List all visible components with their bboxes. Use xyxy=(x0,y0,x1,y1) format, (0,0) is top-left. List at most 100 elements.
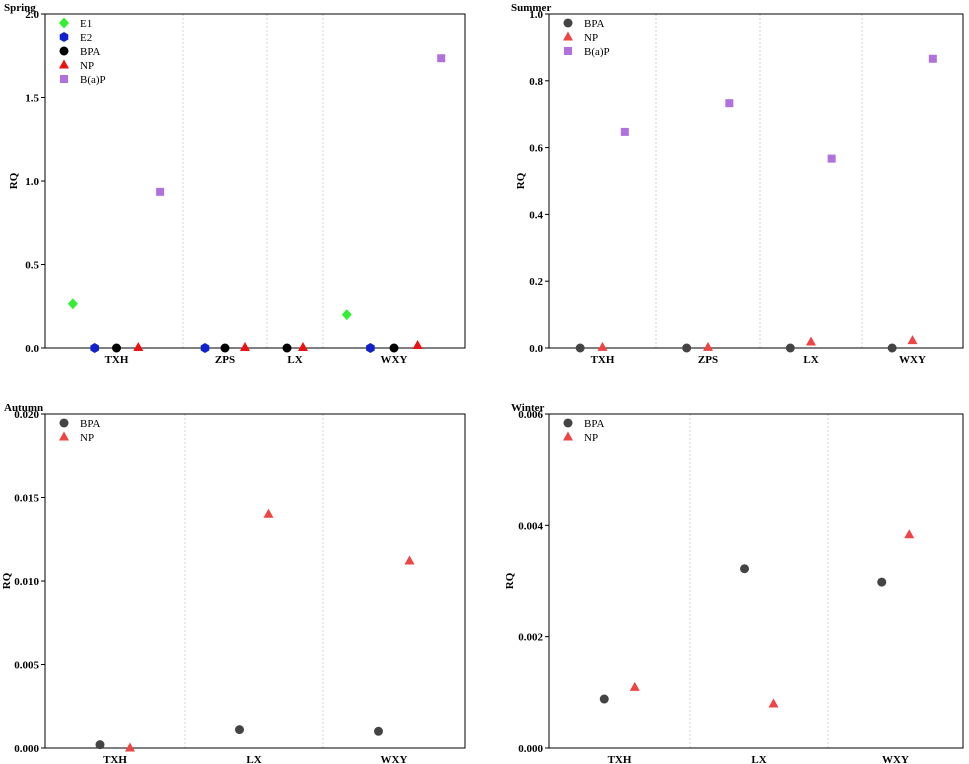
data-point-e1 xyxy=(341,309,352,321)
y-axis-label: RQ xyxy=(515,172,527,189)
y-tick-label: 1.0 xyxy=(529,9,543,21)
legend-marker-np xyxy=(59,431,69,441)
plot-frame xyxy=(548,13,964,349)
y-tick-label: 0.6 xyxy=(529,143,543,155)
data-point-np xyxy=(263,508,274,518)
legend-marker-bap xyxy=(564,47,572,55)
y-tick-label: 0.8 xyxy=(529,76,543,88)
legend: BPA NP xyxy=(563,418,604,444)
x-category-label: TXH xyxy=(608,754,632,764)
data-point-np xyxy=(298,341,308,351)
legend-marker-bpa xyxy=(563,18,573,28)
y-tick-label: 0.005 xyxy=(14,660,39,672)
data-point-np xyxy=(629,681,640,691)
legend-marker-np xyxy=(563,431,573,441)
data-point-bpa xyxy=(112,343,121,353)
data-point-bap xyxy=(437,54,446,63)
y-axis-label: RQ xyxy=(504,572,516,589)
y-axis-label: RQ xyxy=(1,572,13,589)
panel-title: Summer xyxy=(511,2,551,14)
plot-frame xyxy=(548,413,964,749)
legend-label: BPA xyxy=(80,46,100,58)
data-point-bap xyxy=(928,54,937,63)
x-category-label: LX xyxy=(751,754,766,764)
y-tick-label: 0.006 xyxy=(518,409,543,421)
y-tick-label: 0.020 xyxy=(14,409,39,421)
plot-frame xyxy=(44,413,466,749)
y-tick-label: 1.5 xyxy=(25,93,39,105)
data-point-bpa xyxy=(682,343,692,353)
legend-label: NP xyxy=(80,432,94,444)
x-category-label: LX xyxy=(287,354,302,366)
data-point-np xyxy=(133,341,144,351)
legend-marker-bpa xyxy=(59,418,69,428)
legend-label: BPA xyxy=(80,418,100,430)
x-category-label: TXH xyxy=(591,354,615,366)
x-category-label: WXY xyxy=(899,354,926,366)
y-tick-label: 2.0 xyxy=(25,9,39,21)
y-tick-label: 0.004 xyxy=(518,520,543,532)
legend-label: NP xyxy=(584,32,598,44)
data-point-bpa xyxy=(95,740,105,750)
data-point-bpa xyxy=(282,343,292,353)
legend-label: BPA xyxy=(584,418,604,430)
x-category-label: WXY xyxy=(882,754,909,764)
x-category-label: LX xyxy=(246,754,261,764)
data-point-bap xyxy=(620,127,629,136)
legend-marker-np xyxy=(59,59,69,69)
legend-label: B(a)P xyxy=(80,74,106,86)
data-point-e2 xyxy=(90,343,99,353)
y-tick-label: 0.015 xyxy=(14,493,39,505)
data-point-bap xyxy=(156,187,165,196)
y-tick-label: 1.0 xyxy=(25,176,39,188)
data-point-bpa xyxy=(235,725,244,735)
y-tick-label: 0.0 xyxy=(529,343,543,355)
legend: BPA NP xyxy=(59,418,100,444)
legend-label: BPA xyxy=(584,18,604,30)
data-point-np xyxy=(806,336,816,346)
legend-marker-e2 xyxy=(59,32,69,42)
data-point-np xyxy=(412,339,423,349)
data-point-np xyxy=(597,341,608,351)
data-point-e2 xyxy=(200,343,210,353)
legend-marker-e1 xyxy=(59,17,69,29)
legend-label: NP xyxy=(584,432,598,444)
chart-panel-winter: 0.000 0.002 0.004 0.006 TXH LX WXY Winter RQ BPA N… xyxy=(504,402,964,764)
data-point-np xyxy=(907,335,918,345)
data-point-np xyxy=(240,341,250,351)
panel-title: Spring xyxy=(4,2,36,14)
y-tick-label: 0.0 xyxy=(25,343,39,355)
x-category-label: LX xyxy=(803,354,818,366)
y-tick-label: 0.2 xyxy=(529,276,543,288)
data-point-e1 xyxy=(67,298,78,310)
y-tick-label: 0.5 xyxy=(25,260,39,272)
y-tick-label: 0.000 xyxy=(14,743,39,755)
y-tick-label: 0.002 xyxy=(518,632,543,644)
data-point-bpa xyxy=(374,726,383,736)
data-point-bap xyxy=(827,154,836,163)
x-category-label: WXY xyxy=(381,354,408,366)
legend-marker-bpa xyxy=(563,418,573,428)
data-point-bpa xyxy=(575,343,585,353)
data-point-bpa xyxy=(220,343,230,353)
legend-marker-bap xyxy=(60,75,68,83)
x-category-label: ZPS xyxy=(698,354,718,366)
data-point-bpa xyxy=(785,343,795,353)
y-tick-label: 0.4 xyxy=(529,209,543,221)
y-tick-label: 0.000 xyxy=(518,743,543,755)
x-category-label: WXY xyxy=(381,754,408,764)
data-point-np xyxy=(768,698,779,708)
data-point-bpa xyxy=(887,343,897,353)
data-point-e2 xyxy=(366,343,375,353)
legend-label: E2 xyxy=(80,32,92,44)
panel-title: Winter xyxy=(511,402,545,414)
x-category-label: TXH xyxy=(105,354,129,366)
x-category-label: TXH xyxy=(103,754,127,764)
chart-panel-autumn: 0.000 0.005 0.010 0.015 0.020 TXH LX WXY Autumn R… xyxy=(1,402,466,764)
data-point-np xyxy=(904,529,915,539)
legend: E1 E2 BPA NP B(a)P xyxy=(59,17,106,86)
data-point-np xyxy=(404,555,415,565)
y-axis-label: RQ xyxy=(8,172,20,189)
data-point-bpa xyxy=(599,694,609,704)
